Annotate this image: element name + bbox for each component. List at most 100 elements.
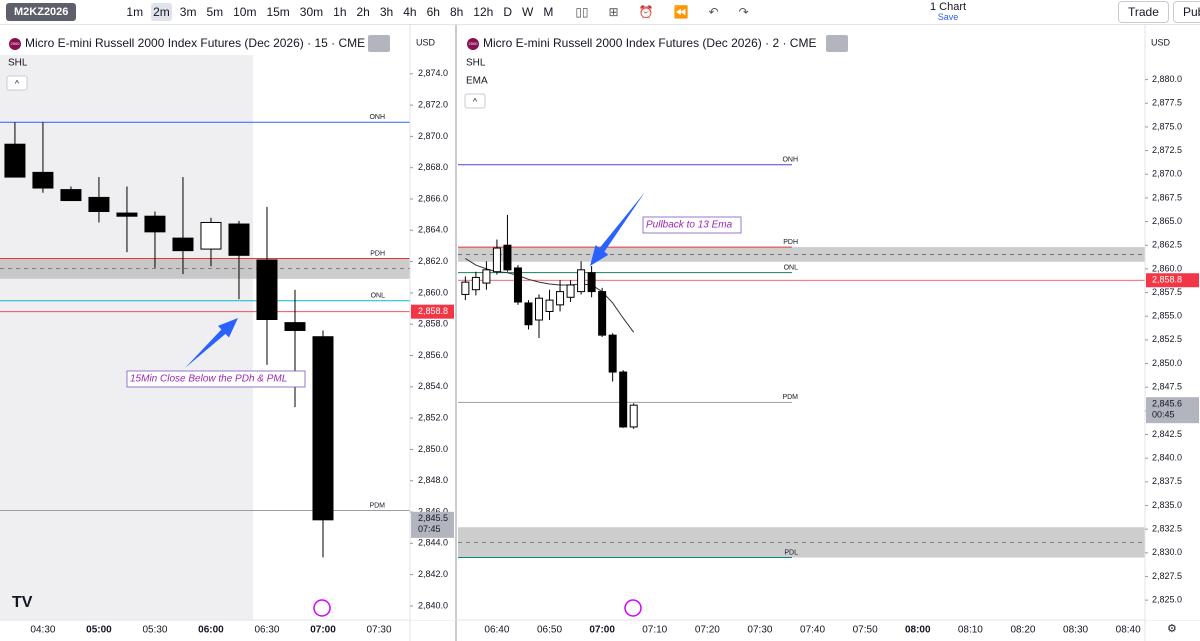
y-tick-label: 2,862.5 [1152,240,1182,250]
candle-body [608,334,617,373]
timeframe[interactable]: 10m [233,5,257,19]
timeframe[interactable]: 5m [206,5,224,19]
y-tick-label: 2,850.0 [1152,358,1182,368]
timeframe[interactable]: 1m [126,5,144,19]
replay-icon[interactable] [624,599,642,617]
y-tick-label: 2,872.0 [418,99,448,109]
publish-button[interactable]: Pub [1173,1,1200,23]
y-tick-label: 2,865.0 [1152,216,1182,226]
last-price-label: 2,858.8 [1152,275,1182,285]
x-tick-label: 07:00 [310,625,336,636]
timeframe[interactable]: 30m [299,5,324,19]
level-label: PDM [369,502,385,509]
y-tick-label: 2,842.5 [1152,429,1182,439]
last-price-badge [411,304,454,319]
y-tick-label: 2,856.0 [418,350,448,360]
icon[interactable]: ↶ [708,5,719,19]
x-tick-label: 08:10 [958,625,983,636]
timeframe[interactable]: 2m [151,3,172,21]
price-axis [1145,24,1200,620]
timeframe[interactable]: 6h [426,5,440,19]
candle-body [144,215,166,233]
x-tick-label: 05:30 [142,625,167,636]
y-tick-label: 2,837.5 [1152,476,1182,486]
timeframe[interactable]: M [543,5,554,19]
timeframe[interactable]: 15m [266,5,290,19]
x-tick-label: 06:30 [254,625,279,636]
y-tick-label: 2,840.0 [1152,453,1182,463]
candle-body [60,189,82,202]
zone [458,247,1145,262]
icon[interactable]: ⏰ [638,5,654,19]
candle-body [172,237,194,252]
candle-body [513,267,522,303]
trade-button[interactable]: Trade [1118,1,1169,23]
y-tick-label: 2,854.0 [418,381,448,391]
candle-body [200,221,222,250]
close-badge [1146,397,1199,424]
toolbar: M2KZ2026 1m 2m 3m 5m 10m 15m 30m 1h 2h 3h 4h 6h 8h 12… [0,0,1200,25]
indicator-label: EMA [466,76,488,87]
timeframe[interactable]: 2h [356,5,370,19]
timeframe[interactable]: D [503,5,512,19]
y-tick-label: 2,870.0 [1152,169,1182,179]
y-tick-label: 2,868.0 [418,162,448,172]
annotation-arrow [185,318,238,368]
icon[interactable]: ⊞ [608,5,619,19]
y-tick-label: 2,846.0 [418,506,448,516]
icon[interactable]: ▯▯ [575,5,589,19]
timeframe[interactable]: 4h [403,5,417,19]
level-label: PDL [784,549,798,556]
timeframe[interactable]: 8h [449,5,464,19]
settings-icon[interactable]: ⚙ [1167,623,1177,635]
timeframe[interactable]: 3h [379,5,394,19]
symbol-logo [467,38,479,50]
symbol-logo-text: 2000 [11,41,21,46]
level-label: ONL [784,265,799,272]
candle-body [88,196,110,213]
layout-button[interactable]: 1 Chart Save [930,2,966,23]
x-tick-label: 08:20 [1010,625,1035,636]
timeframe[interactable]: 3m [179,5,197,19]
save[interactable]: Save [937,12,959,22]
collapse-icon: ^ [15,78,20,88]
y-tick-label: 2,835.0 [1152,500,1182,510]
level-label: ONH [369,114,385,121]
x-tick-label: 07:40 [800,625,825,636]
x-tick-label: 05:00 [86,625,112,636]
y-tick-label: 2,832.5 [1152,524,1182,534]
timeframe[interactable]: 12h [473,5,494,19]
candle-body [598,291,607,336]
x-tick-label: 07:30 [366,625,391,636]
indicator-label: SHL [466,58,486,69]
timeframe[interactable]: 1h [333,5,347,19]
currency: USD [416,37,436,47]
y-tick-label: 2,840.0 [418,600,448,610]
timeframes: 1m 2m 3m 5m 10m 15m 30m 1h 2h 3h 4h 6h 8h 12h D W M [124,3,555,21]
y-tick-label: 2,825.0 [1152,595,1182,605]
candle-body [587,272,596,293]
candle-body [32,171,54,189]
chart-title: Micro E-mini Russell 2000 Index Futures … [25,36,365,50]
y-tick-label: 2,842.0 [418,569,448,579]
y-tick-label: 2,848.0 [418,475,448,485]
candle-body [524,302,533,326]
icon[interactable]: ↷ [738,5,749,19]
x-tick-label: 04:30 [30,625,55,636]
close-badge [411,511,454,538]
toolbar-icons: ▯▯ ⊞ ⏰ ⏪ ↶ ↷ [575,5,748,19]
candle-body [4,143,26,178]
symbol[interactable]: M2KZ2026 [6,3,77,21]
candle-body [471,276,480,291]
icon[interactable]: ⏪ [673,5,689,19]
timeframe[interactable]: W [522,5,534,19]
candle-body [503,244,512,271]
x-tick-label: 08:00 [905,625,931,636]
replay-icon[interactable] [313,599,331,617]
x-tick-label: 07:20 [695,625,720,636]
y-tick-label: 2,827.5 [1152,571,1182,581]
x-tick-label: 07:00 [589,625,615,636]
candle-body [312,336,334,521]
x-tick-label: 07:10 [642,625,667,636]
